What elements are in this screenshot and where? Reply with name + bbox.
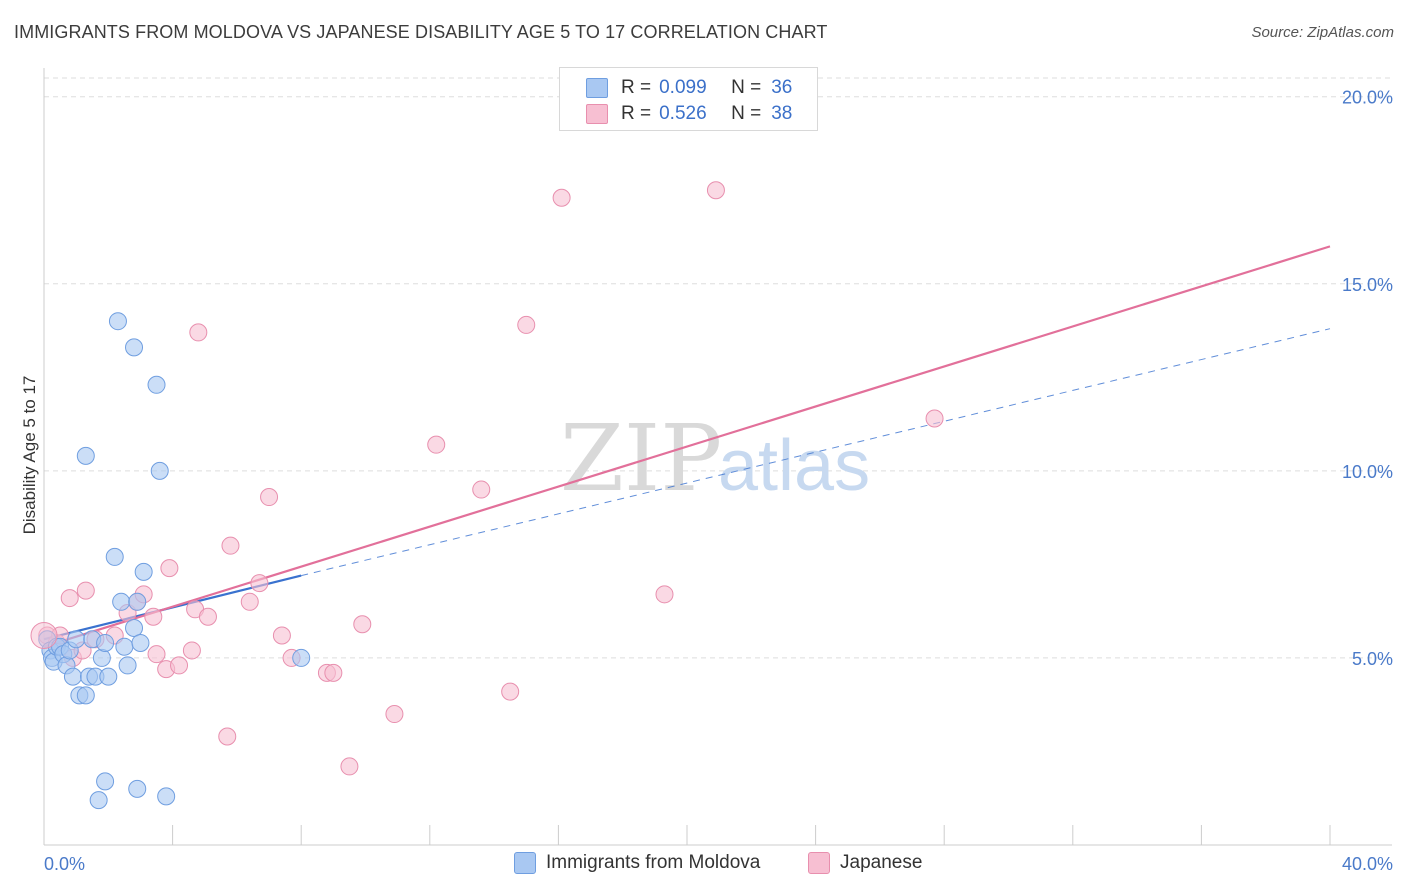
japanese-point [218,727,237,746]
japanese-point [240,592,259,611]
japanese-point [655,585,674,604]
legend-row-japanese: R = 0.526 N = 38 [586,102,792,126]
moldova-point [292,648,311,667]
data-points [30,181,944,810]
bottom-legend-item-japanese[interactable]: Japanese [808,852,922,874]
y-tick-label: 15.0% [1342,275,1393,295]
moldova-point [89,791,108,810]
moldova-point [128,779,147,798]
japanese-point [272,626,291,645]
moldova-point [118,656,137,675]
bottom-legend-item-moldova[interactable]: Immigrants from Moldova [514,852,760,874]
japanese-point [340,757,359,776]
legend-n-label: N = [731,103,762,124]
legend-n-value-japanese: 38 [771,103,793,124]
legend-r-value-moldova: 0.099 [659,77,707,98]
moldova-point [150,461,169,480]
japanese-point [427,435,446,454]
bottom-legend: Immigrants from Moldova Japanese [0,852,1406,876]
japanese-point [353,615,372,634]
bottom-legend-swatch-japanese [808,852,830,874]
legend-r-label: R = [621,77,652,98]
japanese-point [76,581,95,600]
japanese-point [60,589,79,608]
legend-row-moldova: R = 0.099 N = 36 [586,76,792,100]
japanese-point [925,409,944,428]
y-tick-label: 10.0% [1342,462,1393,482]
japanese-point [250,574,269,593]
watermark-zip: ZIP [560,405,722,512]
x-tick-label: 0.0% [44,854,85,874]
moldova-point [76,446,95,465]
bottom-legend-label-japanese: Japanese [840,852,923,873]
source-label: Source: ZipAtlas.com [1251,24,1394,41]
japanese-point [221,536,240,555]
japanese-point [501,682,520,701]
moldova-point [108,312,127,331]
japanese-point [147,645,166,664]
legend-box: R = 0.099 N = 36 R = 0.526 N = 38 [559,67,818,131]
moldova-point [115,637,134,656]
moldova-point [131,633,150,652]
moldova-point [125,618,144,637]
moldova-point [128,592,147,611]
bottom-legend-label-moldova: Immigrants from Moldova [546,852,761,873]
japanese-point [472,480,491,499]
x-tick-label: 40.0% [1342,854,1393,874]
bottom-legend-swatch-moldova [514,852,536,874]
y-tick-label: 5.0% [1352,649,1393,669]
legend-r-label: R = [621,103,652,124]
moldova-point [147,375,166,394]
moldova-point [92,648,111,667]
chart-title: IMMIGRANTS FROM MOLDOVA VS JAPANESE DISA… [14,22,828,42]
moldova-point [96,772,115,791]
moldova-point [105,547,124,566]
japanese-point [324,663,343,682]
legend-swatch-moldova [586,78,608,98]
legend-n-value-moldova: 36 [771,77,793,98]
moldova-point [125,338,144,357]
japanese-point [260,488,279,507]
japanese-point [517,315,536,334]
moldova-point [96,633,115,652]
japanese-point [189,323,208,342]
tick-labels: 5.0% 10.0% 15.0% 20.0% 0.0% 40.0% [44,88,1393,874]
japanese-point [170,656,189,675]
legend-n-label: N = [731,77,762,98]
axes [43,68,1392,846]
moldova-point [76,686,95,705]
legend-swatch-japanese [586,104,608,124]
watermark: ZIP atlas [560,405,870,512]
moldova-point [63,667,82,686]
moldova-point [157,787,176,806]
y-tick-label: 20.0% [1342,88,1393,108]
japanese-point [144,607,163,626]
japanese-point [552,188,571,207]
japanese-point [30,621,58,649]
japanese-point [160,559,179,578]
japanese-point [706,181,725,200]
japanese-point [198,607,217,626]
gridlines [44,77,1392,659]
moldova-trend-line-dashed [301,328,1331,577]
watermark-atlas: atlas [718,426,870,506]
moldova-point [67,630,86,649]
trend-lines [43,245,1331,648]
moldova-point [112,592,131,611]
legend-r-value-japanese: 0.526 [659,103,707,124]
japanese-point [385,705,404,724]
japanese-trend-line [43,245,1331,648]
moldova-point [99,667,118,686]
moldova-point [134,562,153,581]
japanese-point [182,641,201,660]
